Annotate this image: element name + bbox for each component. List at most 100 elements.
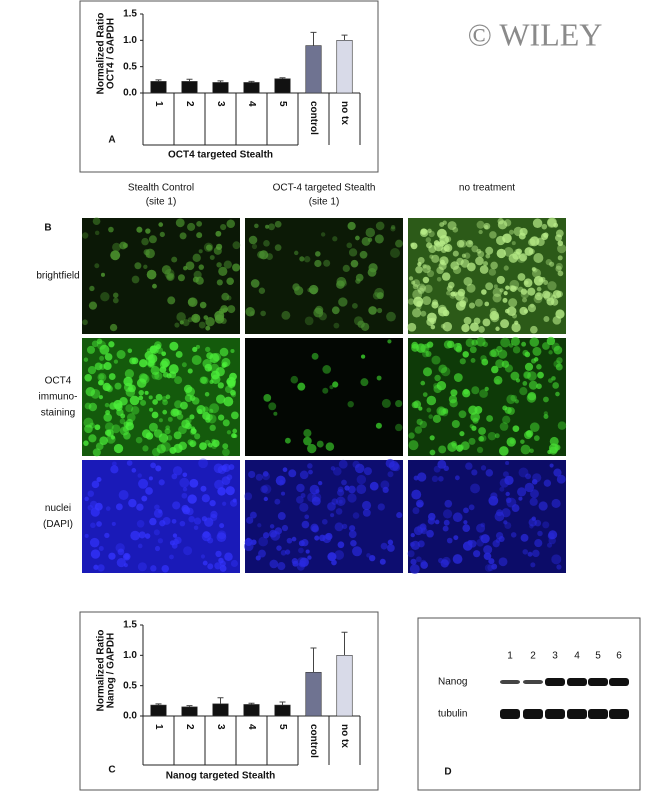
cell <box>216 262 222 268</box>
cell <box>530 489 539 499</box>
cell <box>487 564 495 572</box>
cell <box>342 264 350 273</box>
cell <box>210 363 220 373</box>
cell <box>427 512 436 521</box>
cell <box>553 468 562 477</box>
cell <box>465 462 473 470</box>
cell <box>556 474 566 484</box>
cell <box>422 367 433 377</box>
cell <box>447 221 457 231</box>
cell <box>99 436 108 445</box>
cell <box>155 393 163 401</box>
cell <box>355 235 360 241</box>
cell <box>387 544 395 552</box>
cell <box>456 444 464 452</box>
cell <box>172 501 181 510</box>
cell <box>408 432 415 439</box>
bar <box>274 78 291 94</box>
cell <box>502 471 509 478</box>
cell <box>125 404 134 413</box>
cell <box>503 219 512 227</box>
cell <box>303 256 311 263</box>
cell <box>112 242 121 252</box>
cell <box>181 504 189 513</box>
cell <box>119 418 126 425</box>
cell <box>116 558 126 568</box>
cell <box>86 345 96 354</box>
cell <box>193 525 199 531</box>
cell <box>341 479 347 486</box>
cell <box>375 422 382 429</box>
cell <box>518 467 529 478</box>
cell <box>104 353 113 361</box>
band-label: Nanog <box>438 677 467 688</box>
cell <box>473 550 481 558</box>
x-tick-label: no tx <box>339 101 350 125</box>
cell <box>465 239 474 248</box>
cell <box>334 522 344 532</box>
cell <box>143 264 148 269</box>
cell <box>187 494 197 504</box>
cell <box>483 552 492 561</box>
cell <box>219 565 227 572</box>
cell <box>471 469 478 476</box>
cell <box>417 287 425 295</box>
band-label: tubulin <box>438 709 467 720</box>
cell <box>429 449 436 456</box>
cell <box>215 230 222 237</box>
cell <box>356 484 367 495</box>
cell <box>307 463 313 469</box>
group-label: Nanog targeted Stealth <box>166 771 275 782</box>
cell <box>148 395 153 400</box>
cell <box>416 556 422 563</box>
cell <box>296 483 305 493</box>
cell <box>199 301 207 309</box>
bar <box>336 40 353 94</box>
cell <box>258 536 269 547</box>
cell <box>154 504 160 511</box>
cell <box>387 339 392 344</box>
cell <box>299 256 305 262</box>
cell <box>495 326 500 331</box>
cell <box>147 354 156 363</box>
cell <box>244 492 253 501</box>
cell <box>551 554 562 565</box>
cell <box>482 318 491 327</box>
cell <box>137 562 147 572</box>
cell <box>200 485 207 492</box>
cell <box>484 564 493 572</box>
cell <box>131 275 140 284</box>
lane-label: 2 <box>530 651 536 662</box>
cell <box>189 441 196 448</box>
y-axis-label: OCT4 / GAPDH <box>106 18 117 89</box>
cell <box>376 307 383 314</box>
cell <box>556 564 562 570</box>
cell <box>536 364 542 370</box>
cell <box>94 230 100 236</box>
cell <box>213 246 222 255</box>
cell <box>420 310 427 317</box>
cell <box>112 297 119 304</box>
x-tick-label: no tx <box>339 724 350 748</box>
panel-label: D <box>444 767 451 778</box>
cell <box>523 278 533 288</box>
cell <box>255 473 263 481</box>
cell <box>319 534 326 542</box>
bar <box>181 706 198 717</box>
cell <box>148 476 153 481</box>
cell <box>555 229 564 238</box>
cell <box>143 249 150 256</box>
cell <box>100 272 106 277</box>
cell <box>89 285 95 292</box>
cell <box>549 446 558 455</box>
cell <box>308 284 319 295</box>
cell <box>485 253 491 259</box>
cell <box>152 283 157 289</box>
cell <box>504 308 510 314</box>
cell <box>359 250 368 259</box>
cell <box>347 400 354 408</box>
cell <box>462 524 471 532</box>
bar <box>243 82 260 94</box>
cell <box>523 309 529 314</box>
cell <box>109 323 118 332</box>
